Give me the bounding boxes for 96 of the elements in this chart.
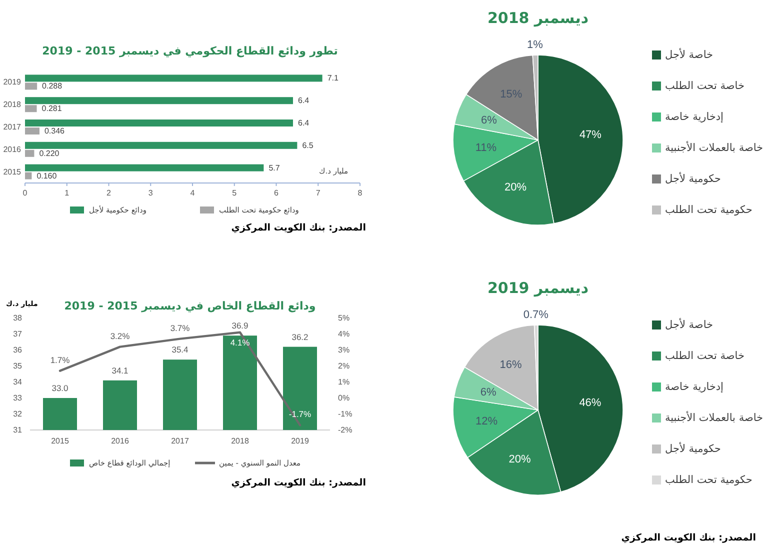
chart-title: تطور ودائع القطاع الحكومي في ديسمبر 2015 - 2019 bbox=[42, 44, 338, 58]
data-label: 1% bbox=[527, 38, 544, 51]
y2-tick-label: 2% bbox=[338, 362, 350, 370]
legend-label: حكومية تحت الطلب bbox=[665, 204, 752, 216]
data-label: 0.281 bbox=[42, 104, 62, 114]
text: المصدر: بنك الكويت المركزي bbox=[231, 222, 366, 234]
y-tick-label: 2017 bbox=[3, 122, 22, 132]
legend-label: خاصة لأجل bbox=[665, 317, 714, 331]
data-label: 47% bbox=[579, 129, 602, 142]
y-tick-label: 2019 bbox=[3, 78, 22, 87]
y-tick-label: 33 bbox=[13, 394, 23, 402]
y2-tick-label: 4% bbox=[338, 330, 350, 338]
data-label: 0.346 bbox=[44, 126, 66, 136]
x-tick-label: 0 bbox=[22, 188, 28, 198]
bar bbox=[25, 97, 293, 104]
data-label: -1.7% bbox=[288, 409, 312, 420]
data-label: 0.7% bbox=[523, 308, 549, 321]
y2-tick-label: 0% bbox=[338, 394, 350, 402]
data-label: 3.2% bbox=[110, 330, 130, 341]
legend-label: خاصة تحت الطلب bbox=[665, 350, 744, 362]
data-label: 6.4 bbox=[298, 118, 310, 128]
data-label: 35.4 bbox=[172, 344, 189, 355]
y-tick-label: 31 bbox=[13, 426, 23, 434]
bar bbox=[25, 142, 298, 149]
data-label: 7.1 bbox=[327, 74, 339, 83]
y-tick-label: 2016 bbox=[3, 144, 22, 154]
data-label: 34.1 bbox=[112, 365, 129, 376]
data-label: 46% bbox=[579, 396, 602, 409]
data-label: 1.7% bbox=[50, 354, 70, 365]
y2-tick-label: -2% bbox=[338, 426, 352, 434]
bar bbox=[25, 105, 37, 112]
legend-label: خاصة بالعملات الأجنبية bbox=[665, 140, 764, 154]
y2-tick-label: 3% bbox=[338, 346, 350, 354]
data-label: 20% bbox=[504, 182, 527, 194]
data-label: 0.160 bbox=[36, 171, 58, 180]
x-tick-label: 7 bbox=[316, 188, 321, 198]
y-tick-label: 35 bbox=[13, 362, 23, 370]
x-tick-label: 2019 bbox=[291, 436, 310, 446]
data-label: 6.4 bbox=[298, 96, 310, 106]
data-label: 15% bbox=[500, 88, 522, 101]
data-label: 0.288 bbox=[42, 82, 63, 91]
text: المصدر: بنك الكويت المركزي bbox=[231, 478, 366, 488]
data-label: 5.7 bbox=[268, 163, 280, 172]
x-tick-label: 2 bbox=[106, 188, 112, 198]
x-tick-label: 3 bbox=[148, 188, 154, 198]
chart-title: ديسمبر 2019 bbox=[487, 279, 589, 297]
x-tick-label: 8 bbox=[358, 188, 363, 198]
x-tick-label: 4 bbox=[190, 188, 196, 198]
y-tick-label: 37 bbox=[13, 330, 23, 338]
y2-tick-label: 1% bbox=[338, 378, 350, 386]
chart-title: ديسمبر 2018 bbox=[487, 9, 589, 27]
data-label: 33.0 bbox=[52, 383, 69, 393]
data-label: 36.2 bbox=[292, 332, 309, 342]
y2-tick-label: 5% bbox=[338, 314, 350, 322]
x-tick-label: 2015 bbox=[51, 436, 70, 446]
data-label: 6.5 bbox=[302, 140, 314, 150]
data-label: 6% bbox=[480, 386, 497, 398]
data-label: 36.9 bbox=[232, 320, 249, 331]
bar bbox=[25, 74, 322, 82]
data-label: 4.1% bbox=[230, 337, 250, 348]
chart-title: ودائع القطاع الخاص في ديسمبر 2015 - 2019 bbox=[64, 300, 316, 312]
x-tick-label: 2016 bbox=[111, 436, 130, 446]
data-label: 12% bbox=[476, 416, 498, 428]
legend-label: حكومية لأجل bbox=[665, 441, 721, 455]
y-tick-label: 2018 bbox=[3, 100, 22, 110]
bar bbox=[25, 172, 32, 180]
bar bbox=[25, 164, 264, 172]
data-label: 3.7% bbox=[170, 322, 190, 333]
legend-label: خاصة لأجل bbox=[665, 47, 714, 61]
bar bbox=[25, 128, 40, 134]
legend-label: خاصة تحت الطلب bbox=[665, 80, 744, 92]
x-tick-label: 1 bbox=[64, 188, 70, 198]
y-tick-label: 36 bbox=[13, 346, 23, 354]
data-label: 16% bbox=[500, 358, 522, 371]
data-label: 20% bbox=[508, 453, 532, 466]
y-tick-label: 32 bbox=[13, 410, 23, 418]
bar bbox=[25, 82, 38, 90]
x-tick-label: 2018 bbox=[231, 436, 250, 446]
data-label: 11% bbox=[475, 142, 497, 154]
legend-label: حكومية تحت الطلب bbox=[665, 474, 752, 486]
bar bbox=[25, 120, 293, 126]
x-tick-label: 2017 bbox=[171, 436, 190, 446]
legend-label: حكومية لأجل bbox=[665, 171, 721, 185]
text: المصدر: بنك الكويت المركزي bbox=[621, 532, 756, 544]
y-tick-label: 34 bbox=[13, 378, 23, 386]
legend-label: إدخارية خاصة bbox=[665, 111, 724, 123]
legend-label: خاصة بالعملات الأجنبية bbox=[665, 410, 764, 424]
y2-tick-label: -1% bbox=[338, 410, 352, 418]
legend-label: إدخارية خاصة bbox=[665, 381, 724, 393]
y-tick-label: 38 bbox=[13, 314, 23, 322]
bar bbox=[25, 150, 34, 157]
data-label: 6% bbox=[481, 114, 498, 127]
x-tick-label: 5 bbox=[232, 188, 238, 198]
y-tick-label: 2015 bbox=[3, 167, 22, 176]
x-tick-label: 6 bbox=[274, 188, 280, 198]
data-label: 0.220 bbox=[39, 148, 60, 158]
